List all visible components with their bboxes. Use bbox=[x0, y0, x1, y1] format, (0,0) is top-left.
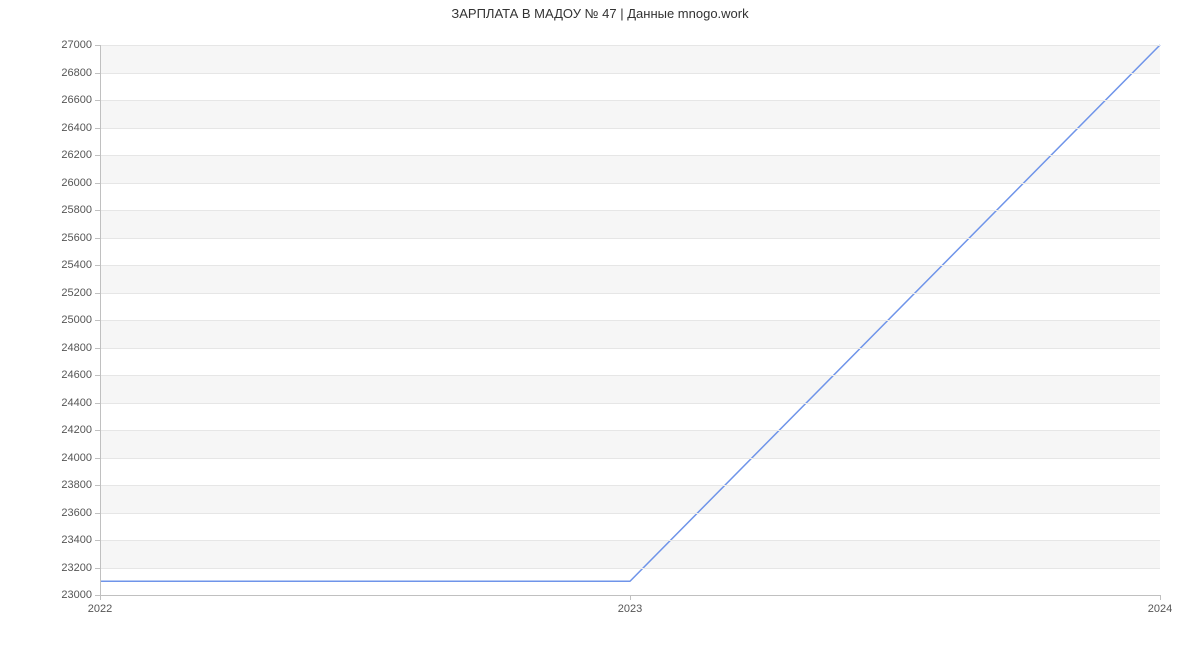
gridline bbox=[100, 568, 1160, 569]
gridline bbox=[100, 430, 1160, 431]
y-tick-label: 24200 bbox=[61, 424, 100, 436]
x-axis-line bbox=[100, 595, 1160, 596]
y-tick-label: 24000 bbox=[61, 452, 100, 464]
x-tick-label: 2022 bbox=[88, 595, 112, 615]
y-tick-label: 25000 bbox=[61, 314, 100, 326]
gridline bbox=[100, 293, 1160, 294]
y-tick-label: 23800 bbox=[61, 479, 100, 491]
y-tick-label: 26200 bbox=[61, 149, 100, 161]
gridline bbox=[100, 458, 1160, 459]
x-tick-label: 2023 bbox=[618, 595, 642, 615]
plot-area: 2300023200234002360023800240002420024400… bbox=[100, 45, 1160, 595]
series-line-salary bbox=[100, 45, 1160, 581]
gridline bbox=[100, 100, 1160, 101]
gridline bbox=[100, 540, 1160, 541]
gridline bbox=[100, 73, 1160, 74]
y-tick-label: 26000 bbox=[61, 177, 100, 189]
gridline bbox=[100, 45, 1160, 46]
y-tick-label: 26400 bbox=[61, 122, 100, 134]
y-tick-label: 24400 bbox=[61, 397, 100, 409]
y-tick-label: 23600 bbox=[61, 507, 100, 519]
gridline bbox=[100, 210, 1160, 211]
y-tick-label: 25600 bbox=[61, 232, 100, 244]
gridline bbox=[100, 183, 1160, 184]
salary-chart: ЗАРПЛАТА В МАДОУ № 47 | Данные mnogo.wor… bbox=[0, 0, 1200, 650]
gridline bbox=[100, 238, 1160, 239]
y-axis-line bbox=[100, 45, 101, 595]
y-tick-label: 23400 bbox=[61, 534, 100, 546]
y-tick-label: 23200 bbox=[61, 562, 100, 574]
gridline bbox=[100, 375, 1160, 376]
y-tick-label: 26800 bbox=[61, 67, 100, 79]
gridline bbox=[100, 320, 1160, 321]
y-tick-label: 25800 bbox=[61, 204, 100, 216]
gridline bbox=[100, 348, 1160, 349]
y-tick-label: 24600 bbox=[61, 369, 100, 381]
gridline bbox=[100, 485, 1160, 486]
chart-title: ЗАРПЛАТА В МАДОУ № 47 | Данные mnogo.wor… bbox=[0, 6, 1200, 21]
gridline bbox=[100, 403, 1160, 404]
y-tick-label: 25200 bbox=[61, 287, 100, 299]
gridline bbox=[100, 155, 1160, 156]
x-tick-label: 2024 bbox=[1148, 595, 1172, 615]
gridline bbox=[100, 128, 1160, 129]
y-tick-label: 27000 bbox=[61, 39, 100, 51]
gridline bbox=[100, 513, 1160, 514]
y-tick-label: 26600 bbox=[61, 94, 100, 106]
y-tick-label: 25400 bbox=[61, 259, 100, 271]
gridline bbox=[100, 265, 1160, 266]
y-tick-label: 24800 bbox=[61, 342, 100, 354]
